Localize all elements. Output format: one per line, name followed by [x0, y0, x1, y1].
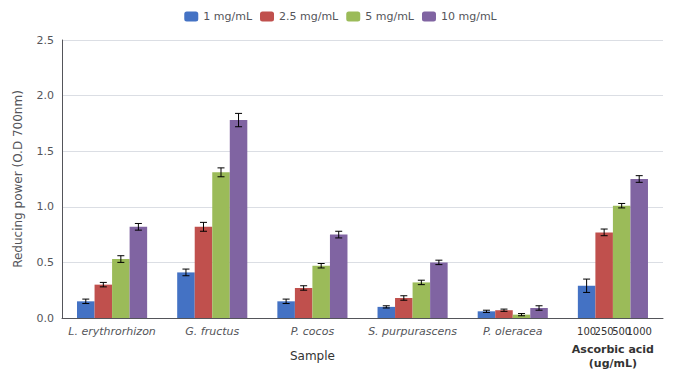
svg-text:Sample: Sample [290, 349, 335, 363]
svg-text:(ug/mL): (ug/mL) [589, 357, 637, 370]
svg-text:1.0: 1.0 [37, 200, 55, 213]
svg-text:Ascorbic acid: Ascorbic acid [572, 343, 654, 356]
svg-text:Reducing power (O.D 700nm): Reducing power (O.D 700nm) [11, 90, 25, 268]
svg-text:0.5: 0.5 [37, 256, 55, 269]
svg-text:1 mg/mL: 1 mg/mL [203, 10, 253, 23]
svg-text:1.5: 1.5 [37, 145, 55, 158]
svg-text:10 mg/mL: 10 mg/mL [441, 10, 498, 23]
svg-text:P. cocos: P. cocos [291, 325, 335, 338]
svg-text:500: 500 [612, 325, 632, 337]
svg-text:1000: 1000 [626, 326, 651, 337]
svg-text:G. fructus: G. fructus [185, 325, 239, 338]
svg-text:2.5: 2.5 [37, 34, 55, 47]
svg-text:2.5 mg/mL: 2.5 mg/mL [279, 10, 339, 23]
svg-text:250: 250 [595, 326, 614, 337]
svg-text:L. erythrorhizon: L. erythrorhizon [68, 325, 156, 338]
svg-text:100: 100 [577, 326, 596, 337]
svg-text:P. oleracea: P. oleracea [483, 325, 543, 338]
svg-text:0.0: 0.0 [37, 312, 55, 325]
svg-text:S. purpurascens: S. purpurascens [368, 325, 457, 338]
svg-text:5 mg/mL: 5 mg/mL [365, 10, 415, 23]
svg-text:2.0: 2.0 [37, 89, 55, 102]
